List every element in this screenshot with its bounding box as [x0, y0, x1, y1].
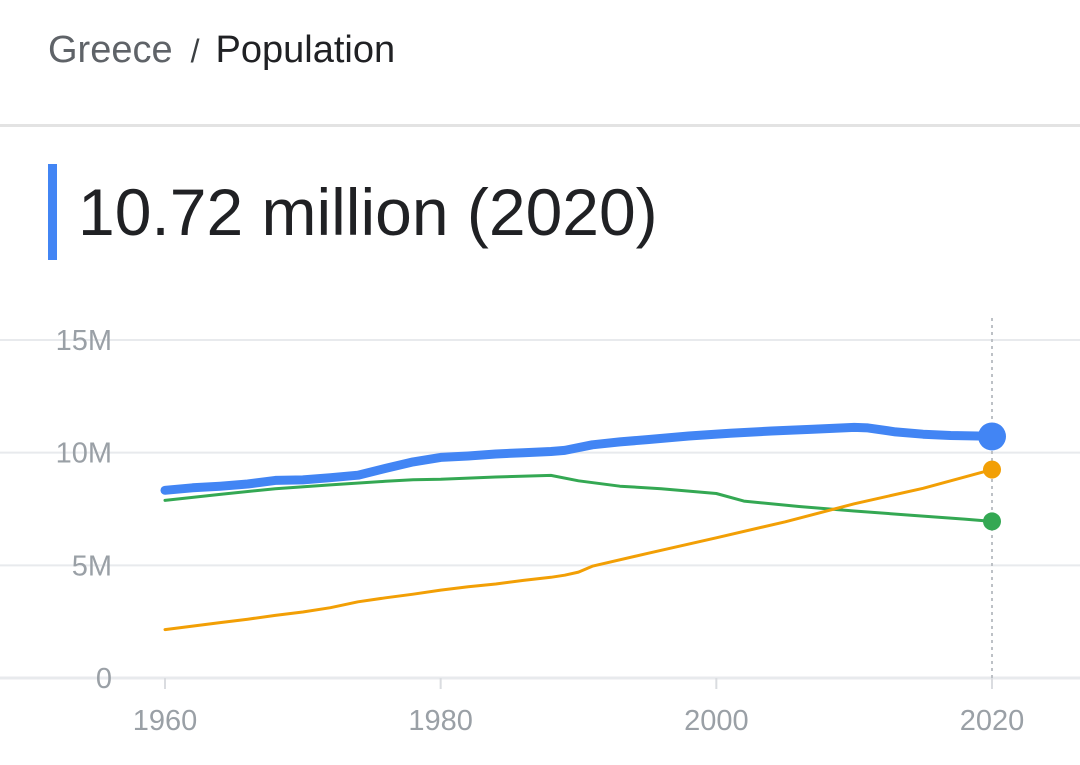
series-endpoint-2 [983, 512, 1001, 531]
x-tick-label: 2020 [960, 705, 1025, 737]
headline-value: 10.72 million (2020) [78, 175, 658, 249]
series-line-1 [160, 422, 997, 495]
breadcrumb-country-link[interactable]: Greece [48, 29, 173, 71]
breadcrumb-separator: / [190, 33, 200, 69]
y-tick-label: 15M [56, 325, 112, 357]
series-line-3 [163, 468, 994, 632]
x-tick-label: 1980 [408, 705, 473, 737]
header-divider [0, 124, 1080, 127]
breadcrumb-current: Population [215, 29, 396, 71]
y-tick-label: 0 [96, 663, 112, 695]
y-tick-label: 5M [72, 550, 112, 582]
series-endpoint-3 [983, 460, 1001, 479]
series-endpoint-1 [978, 422, 1006, 451]
x-tick-label: 1960 [133, 705, 198, 737]
breadcrumb: Greece / Population [48, 26, 395, 75]
headline-accent-bar [48, 164, 57, 260]
series-line-2 [163, 473, 994, 523]
y-tick-label: 10M [56, 438, 112, 470]
x-tick-label: 2000 [684, 705, 749, 737]
